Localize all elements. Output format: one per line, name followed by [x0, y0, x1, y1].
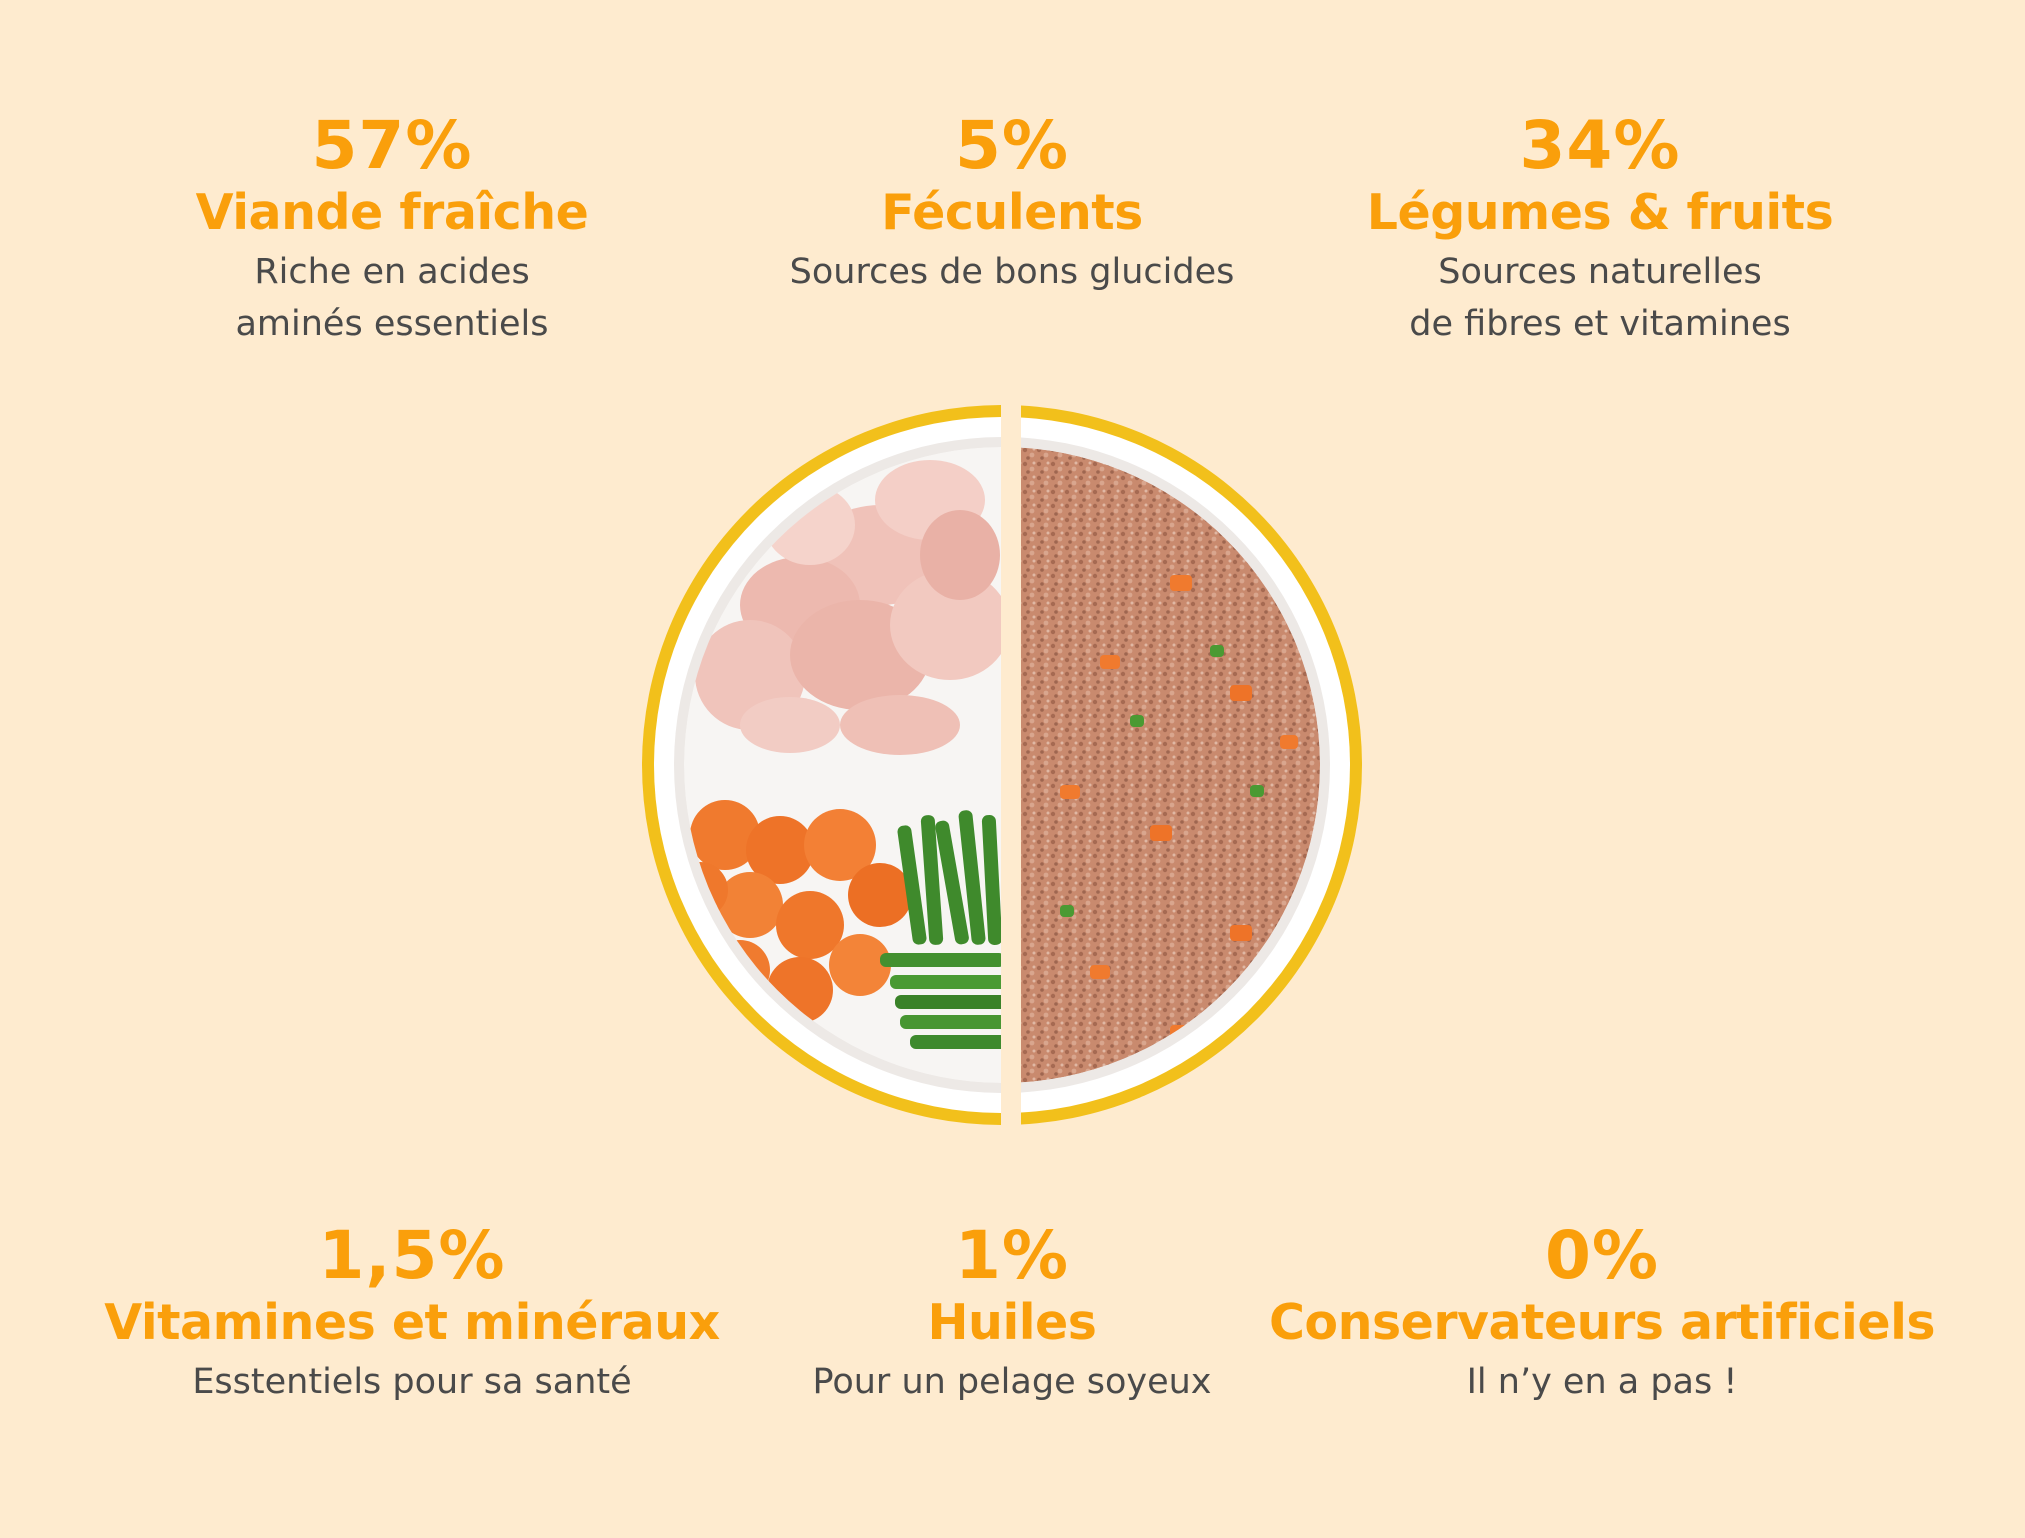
dog-food-bowl-image [642, 405, 1362, 1125]
raw-ingredients-half [642, 405, 1001, 1125]
stat-description: Esstentiels pour sa santé [192, 1362, 632, 1402]
stat-description: Sources de bons glucides [789, 252, 1235, 292]
cooked-mix-half [1021, 405, 1362, 1125]
stat-title: Viande fraîche [195, 184, 589, 241]
stat-title: Légumes & fruits [1366, 184, 1834, 241]
stat-description: Pour un pelage soyeux [812, 1362, 1212, 1402]
stat-percent: 1,5% [318, 1217, 506, 1294]
stat-title: Huiles [927, 1294, 1097, 1351]
stat-title: Conservateurs artificiels [1268, 1294, 1936, 1351]
stat-percent: 5% [954, 107, 1070, 184]
stat-title: Vitamines et minéraux [104, 1294, 720, 1351]
stat-conservateurs: 0% Conservateurs artificiels Il n’y en a… [1268, 1217, 1936, 1408]
chicken-icon [695, 460, 1001, 755]
stat-percent: 1% [954, 1217, 1070, 1294]
stat-percent: 0% [1544, 1217, 1660, 1294]
stat-viande-fraiche: 57% Viande fraîche Riche en acides aminé… [196, 108, 589, 350]
cooked-food-icon [1060, 575, 1320, 1039]
stat-description: Il n’y en a pas ! [1466, 1362, 1738, 1402]
stat-description: Sources naturelles de fibres et vitamine… [1409, 252, 1791, 344]
stat-huiles: 1% Huiles Pour un pelage soyeux [812, 1218, 1211, 1408]
stat-description: Riche en acides aminés essentiels [235, 252, 549, 344]
stat-legumes-fruits: 34% Légumes & fruits Sources naturelles … [1366, 107, 1834, 350]
stat-title: Féculents [881, 184, 1143, 241]
stat-feculents: 5% Féculents Sources de bons glucides [790, 108, 1235, 298]
green-beans-icon [880, 810, 1001, 1049]
stat-percent: 57% [311, 107, 473, 184]
stat-vitamines-mineraux: 1,5% Vitamines et minéraux Esstentiels p… [104, 1217, 720, 1408]
stat-percent: 34% [1519, 107, 1681, 184]
